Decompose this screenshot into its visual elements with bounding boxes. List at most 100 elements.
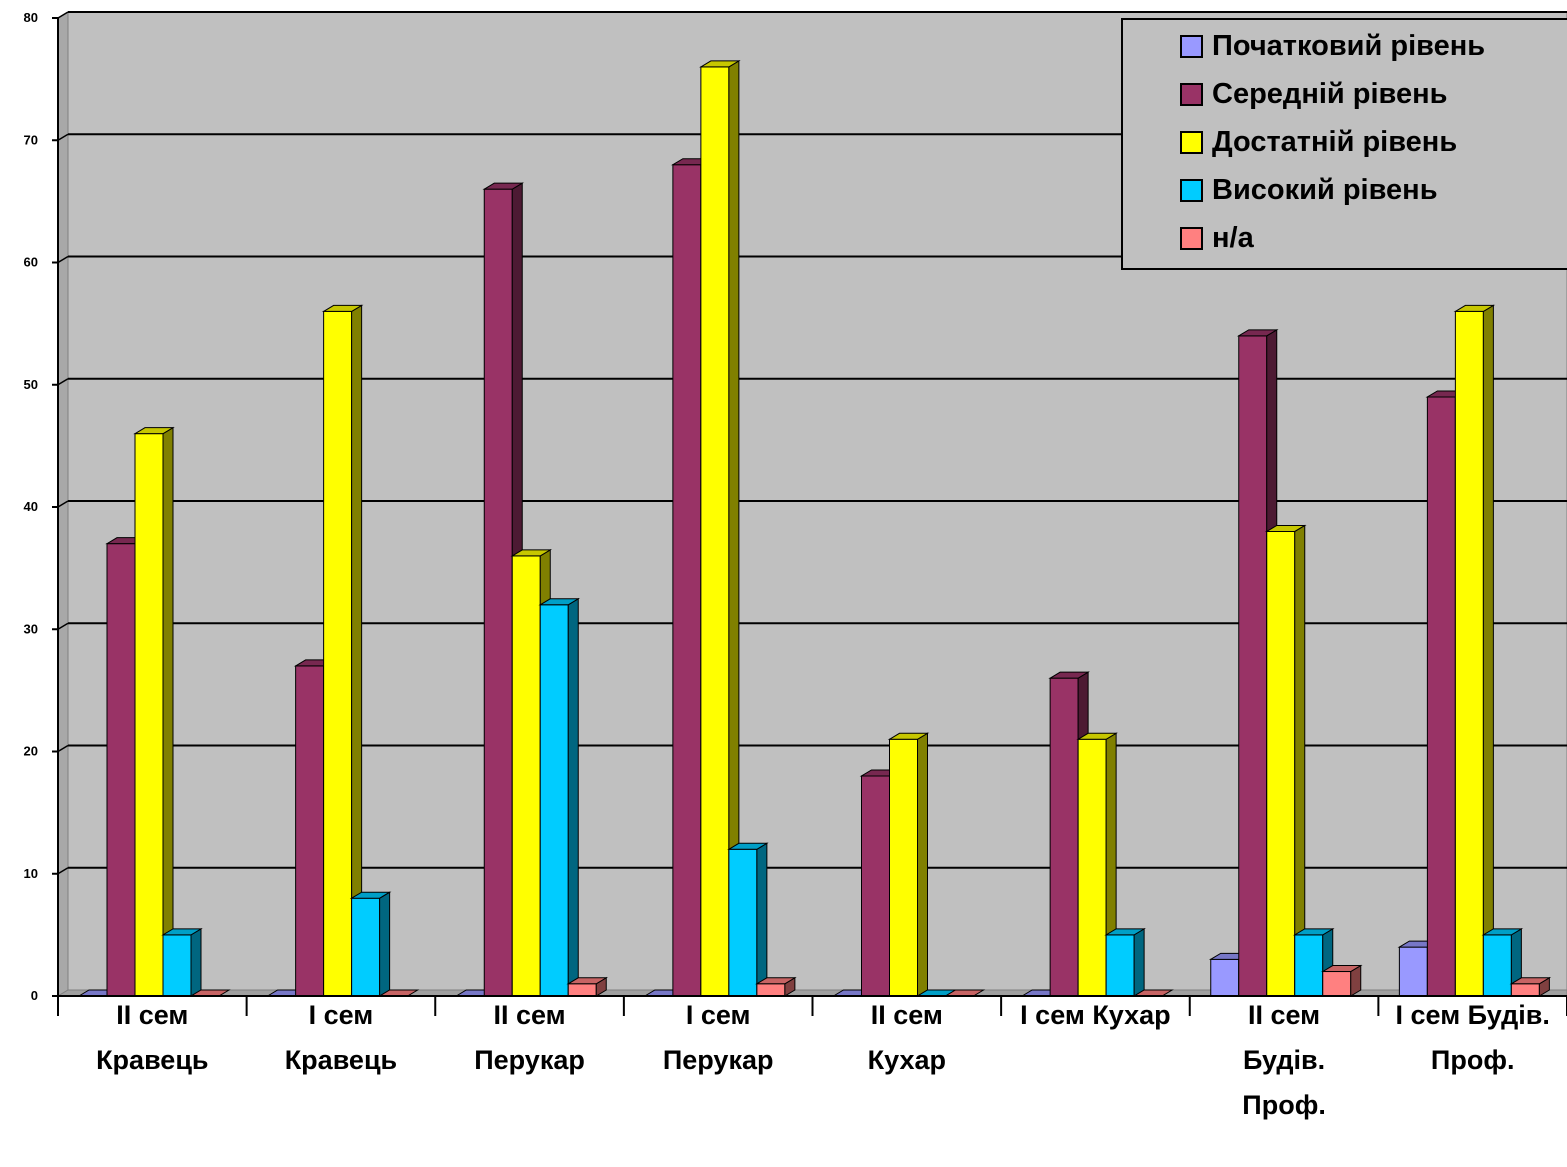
bar-front xyxy=(1238,335,1268,997)
x-category-label-line: I сем Кухар xyxy=(1020,1000,1171,1030)
bar-top xyxy=(1048,671,1090,679)
bar-front xyxy=(889,738,918,997)
bar-front xyxy=(1266,530,1296,997)
x-category-label-line: I сем xyxy=(309,1000,374,1030)
x-category-label: II сем Перукар xyxy=(474,1000,585,1075)
bar-front xyxy=(511,555,541,997)
x-category-label-line: Перукар xyxy=(474,1045,585,1075)
bar-front xyxy=(1398,946,1428,997)
bar-front xyxy=(861,775,890,997)
bar xyxy=(566,976,609,997)
y-tick-label: 20 xyxy=(24,744,38,759)
bar-front xyxy=(539,604,569,997)
bar-top xyxy=(1453,304,1496,312)
bar-front xyxy=(1454,310,1484,997)
bar-top xyxy=(699,60,741,68)
bar-side xyxy=(1294,524,1306,997)
y-tick-label: 50 xyxy=(24,377,38,392)
bar xyxy=(133,426,175,997)
bar-top xyxy=(161,928,203,936)
bar-side xyxy=(190,927,202,997)
bar-side xyxy=(379,891,391,997)
y-axis-ticks: 0 10 20 30 40 50 60 70 80 xyxy=(24,10,58,1003)
x-category-label-line: II сем xyxy=(871,1000,943,1030)
legend-label: Середній рівень xyxy=(1212,78,1447,110)
bar-front xyxy=(1077,738,1107,997)
bar-front xyxy=(672,164,702,997)
gridline-diagonal xyxy=(57,378,69,386)
bar-front xyxy=(567,983,597,997)
bar-top xyxy=(1509,977,1552,985)
bar-front xyxy=(1105,934,1135,997)
bar-front xyxy=(1210,958,1240,997)
bar xyxy=(727,842,769,997)
bar-top xyxy=(1292,928,1335,936)
bar-top xyxy=(482,182,525,190)
gridline-diagonal xyxy=(57,744,69,753)
legend-label: Початковий рівень xyxy=(1212,30,1485,62)
legend-label: н/а xyxy=(1212,222,1255,254)
legend-swatch xyxy=(1180,131,1203,154)
bar-front xyxy=(1426,396,1456,997)
y-tick-label: 10 xyxy=(24,866,38,881)
bar xyxy=(1104,927,1146,997)
y-tick-label: 70 xyxy=(24,132,38,147)
gridline-diagonal xyxy=(57,133,69,141)
x-category-label-line: Будів. xyxy=(1243,1045,1325,1075)
bar-front xyxy=(162,934,192,997)
x-category-label-line: Перукар xyxy=(663,1045,774,1075)
legend: Початковий рівень Середній рівень Достатні… xyxy=(1121,18,1567,270)
y-tick-label: 80 xyxy=(24,10,38,25)
legend-swatch xyxy=(1180,35,1203,58)
gridline-diagonal xyxy=(57,500,69,508)
bar-top xyxy=(1264,524,1307,532)
bar-top xyxy=(1236,329,1279,337)
bar xyxy=(887,732,930,997)
x-category-label: II сем Кравець xyxy=(96,1000,208,1075)
gridline-diagonal xyxy=(57,11,69,19)
x-category-label-line: II сем xyxy=(116,1000,188,1030)
bar xyxy=(1320,964,1363,997)
x-category-label-line: I сем xyxy=(686,1000,751,1030)
legend-label: Високий рівень xyxy=(1212,174,1438,206)
bar-side xyxy=(1482,304,1494,997)
bar xyxy=(1481,927,1524,997)
x-category-label: I сем Будів. Проф. xyxy=(1396,1000,1550,1075)
x-category-label-line: II сем xyxy=(1248,1000,1320,1030)
bar-side xyxy=(917,732,928,997)
bar-front xyxy=(700,66,730,997)
x-category-label-line: Проф. xyxy=(1431,1045,1515,1075)
gridline-diagonal xyxy=(57,255,69,264)
y-tick-label: 60 xyxy=(24,255,38,270)
bar-front xyxy=(351,897,381,997)
bar xyxy=(321,304,364,997)
bar-front xyxy=(1294,934,1324,997)
legend-label: Достатній рівень xyxy=(1212,126,1457,158)
bar xyxy=(1453,304,1496,997)
x-category-label-line: Кравець xyxy=(96,1045,208,1075)
x-category-label-line: Проф. xyxy=(1242,1090,1326,1120)
bar-top xyxy=(349,891,392,899)
legend-swatch xyxy=(1180,83,1203,106)
bar xyxy=(538,597,581,997)
x-category-label-line: Кухар xyxy=(868,1045,946,1075)
bar-top xyxy=(1320,965,1363,973)
x-category-label: I сем Перукар xyxy=(663,1000,774,1075)
x-category-label-line: I сем Будів. xyxy=(1396,1000,1550,1030)
x-category-label: I сем Кухар xyxy=(1020,1000,1171,1030)
bar-side xyxy=(351,304,363,997)
x-category-label: II сем Будів. Проф. xyxy=(1242,1000,1326,1120)
bar-side xyxy=(756,842,768,997)
bar-front xyxy=(483,188,513,997)
bar-front xyxy=(1322,971,1352,997)
x-category-label: I сем Кравець xyxy=(285,1000,397,1075)
bar-top xyxy=(538,598,581,606)
bar-top xyxy=(510,549,553,557)
bar xyxy=(349,891,392,997)
gridline-diagonal xyxy=(57,622,69,630)
bar-top xyxy=(887,732,930,740)
bar-front xyxy=(1510,983,1540,997)
gridline-diagonal xyxy=(57,867,69,875)
bar-front xyxy=(323,310,353,997)
